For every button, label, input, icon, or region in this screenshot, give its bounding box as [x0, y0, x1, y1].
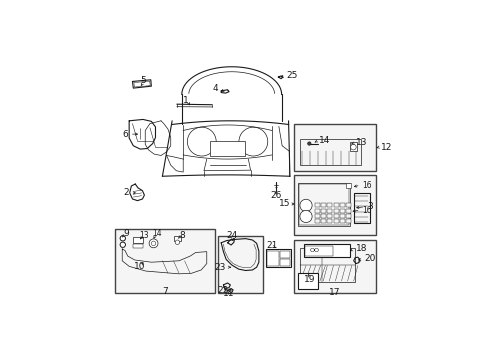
Text: 4: 4	[213, 85, 219, 94]
Bar	[315, 203, 320, 207]
Bar	[334, 219, 339, 223]
Bar	[280, 251, 290, 258]
Bar	[210, 141, 245, 156]
Text: 12: 12	[381, 143, 392, 152]
Text: 19: 19	[304, 275, 316, 284]
Bar	[334, 203, 339, 207]
Bar	[305, 246, 333, 256]
Text: 7: 7	[162, 287, 168, 296]
Bar	[300, 248, 355, 282]
Bar	[340, 214, 345, 219]
Bar	[349, 141, 357, 151]
Circle shape	[120, 235, 125, 241]
Bar	[280, 259, 290, 266]
Text: 8: 8	[179, 230, 185, 239]
Text: 9: 9	[123, 229, 129, 238]
Circle shape	[175, 240, 180, 244]
Text: 2: 2	[123, 188, 129, 197]
Bar	[294, 240, 376, 293]
Circle shape	[151, 241, 156, 246]
Text: 16: 16	[363, 206, 372, 215]
Text: 25: 25	[287, 71, 298, 80]
Bar	[346, 214, 351, 219]
Text: 10: 10	[134, 262, 146, 271]
Circle shape	[351, 144, 356, 150]
Bar	[315, 214, 320, 219]
Text: 26: 26	[270, 190, 282, 199]
Bar	[334, 214, 339, 219]
Circle shape	[187, 127, 216, 156]
Bar	[346, 209, 351, 213]
Bar	[346, 203, 351, 207]
Text: 14: 14	[152, 229, 162, 238]
Text: 23: 23	[214, 263, 225, 272]
Bar	[133, 237, 143, 243]
Bar	[340, 203, 345, 207]
Circle shape	[300, 199, 312, 211]
Bar	[321, 203, 326, 207]
Bar	[327, 219, 332, 223]
Bar	[174, 237, 181, 242]
Bar	[340, 219, 345, 223]
Text: 22: 22	[218, 286, 229, 295]
Bar	[321, 209, 326, 213]
Bar	[298, 183, 350, 226]
Bar	[267, 251, 279, 266]
Bar	[327, 203, 332, 207]
Text: 3: 3	[368, 202, 373, 211]
Text: 13: 13	[356, 138, 368, 147]
Bar	[304, 244, 349, 257]
Bar	[340, 209, 345, 213]
Text: 21: 21	[266, 240, 278, 249]
Circle shape	[308, 142, 311, 145]
Text: 1: 1	[183, 95, 189, 104]
Text: 14: 14	[319, 136, 330, 145]
Circle shape	[300, 210, 312, 222]
Bar	[294, 175, 376, 235]
Circle shape	[149, 239, 158, 248]
Bar	[327, 209, 332, 213]
Bar	[354, 193, 370, 223]
Text: 15: 15	[279, 199, 291, 208]
Bar	[334, 209, 339, 213]
Bar	[115, 229, 215, 293]
Text: 11: 11	[222, 289, 234, 298]
Bar	[219, 235, 263, 293]
Bar	[346, 183, 351, 188]
Bar	[266, 249, 291, 267]
Bar	[300, 139, 361, 165]
Text: OO: OO	[310, 248, 320, 253]
Bar	[346, 219, 351, 223]
Bar	[133, 244, 143, 248]
Text: 20: 20	[364, 254, 376, 263]
Bar	[315, 219, 320, 223]
Bar	[299, 184, 349, 225]
Bar	[315, 209, 320, 213]
Circle shape	[239, 127, 268, 156]
Bar	[321, 219, 326, 223]
Text: 13: 13	[139, 230, 148, 239]
Text: 18: 18	[356, 244, 368, 253]
Bar	[321, 214, 326, 219]
Text: 17: 17	[329, 288, 341, 297]
Bar	[327, 214, 332, 219]
Text: 16: 16	[363, 181, 372, 190]
Bar	[298, 273, 319, 289]
Text: 24: 24	[227, 231, 238, 240]
Text: 6: 6	[122, 130, 128, 139]
Bar	[294, 123, 376, 171]
Circle shape	[120, 242, 125, 247]
Text: 5: 5	[140, 76, 146, 85]
